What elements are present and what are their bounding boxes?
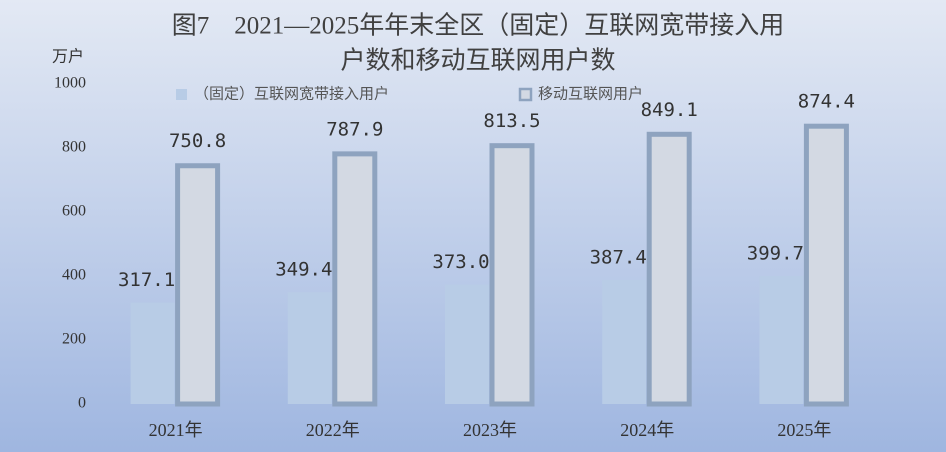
y-tick-label: 400 bbox=[62, 267, 86, 284]
legend-label: 移动互联网用户 bbox=[538, 85, 643, 102]
chart-title: 图7 2021—2025年年末全区（固定）互联网宽带接入用 bbox=[172, 12, 785, 40]
bar bbox=[759, 276, 804, 404]
value-label: 750.8 bbox=[169, 130, 226, 152]
legend-label: （固定）互联网宽带接入用户 bbox=[194, 85, 389, 102]
bar bbox=[332, 151, 378, 407]
value-label: 399.7 bbox=[747, 243, 804, 265]
value-label: 317.1 bbox=[118, 269, 175, 291]
value-label: 349.4 bbox=[275, 259, 332, 281]
x-tick-label: 2024年 bbox=[620, 420, 674, 440]
legend-swatch bbox=[176, 89, 187, 100]
y-tick-label: 0 bbox=[78, 395, 86, 412]
bar bbox=[489, 143, 535, 407]
y-axis-label: 万户 bbox=[52, 48, 84, 66]
x-tick-label: 2022年 bbox=[306, 420, 360, 440]
value-label: 813.5 bbox=[483, 110, 540, 132]
bar bbox=[175, 163, 221, 407]
legend-swatch bbox=[518, 87, 533, 102]
y-tick-label: 200 bbox=[62, 331, 86, 348]
value-label: 874.4 bbox=[798, 91, 855, 113]
bar bbox=[803, 123, 849, 407]
value-label: 849.1 bbox=[641, 99, 698, 121]
y-tick-label: 1000 bbox=[54, 75, 86, 92]
bar bbox=[130, 302, 175, 404]
bar bbox=[445, 284, 489, 404]
y-tick-label: 600 bbox=[62, 203, 86, 220]
x-tick-label: 2021年 bbox=[149, 420, 203, 440]
x-tick-label: 2023年 bbox=[463, 420, 517, 440]
y-tick-label: 800 bbox=[62, 139, 86, 156]
value-label: 787.9 bbox=[326, 118, 383, 140]
bar bbox=[602, 280, 647, 404]
value-label: 387.4 bbox=[590, 247, 647, 269]
bar bbox=[646, 131, 692, 407]
x-tick-label: 2025年 bbox=[777, 420, 831, 440]
bar bbox=[287, 292, 332, 404]
chart-title: 户数和移动互联网用户数 bbox=[340, 47, 615, 75]
value-label: 373.0 bbox=[432, 251, 489, 273]
